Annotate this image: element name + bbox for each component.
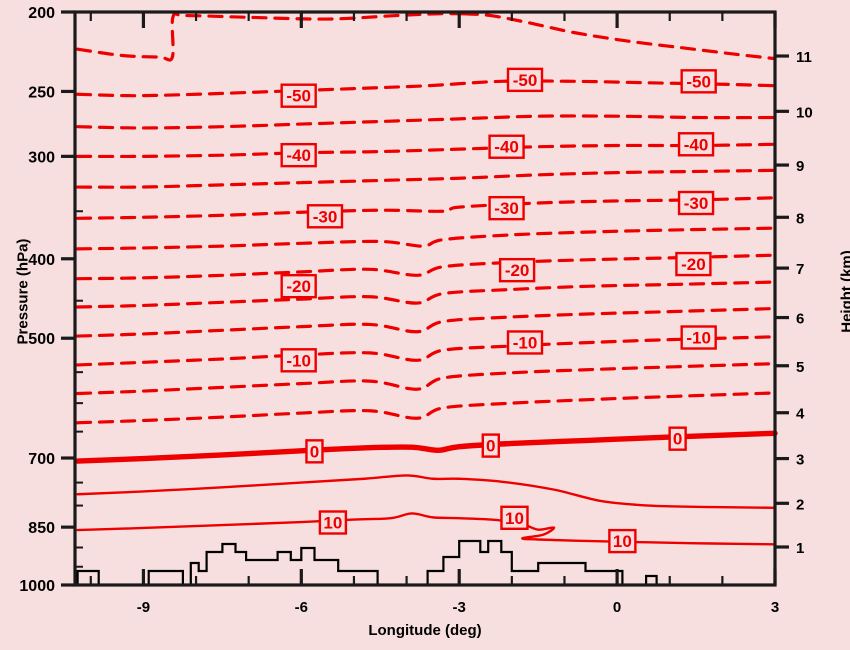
y-axis-title-height: Height (km) bbox=[838, 250, 850, 333]
contour-line--10 bbox=[76, 362, 777, 396]
contour-line--70 bbox=[76, 12, 472, 62]
y-tick-label-height-1: 1 bbox=[796, 540, 804, 557]
contour-label--50: -50 bbox=[280, 83, 317, 108]
contour-label-text: -10 bbox=[686, 329, 711, 348]
x-tick-label-3: 3 bbox=[771, 599, 779, 616]
y-tick-label-height-2: 2 bbox=[796, 496, 804, 513]
contour-line--50 bbox=[76, 142, 777, 159]
contour-labels-layer: -50 -50 -50 -40 -40 -40 -30 -30 -30 -20 -20 -20 -10 -… bbox=[280, 67, 717, 554]
contour-label--40: -40 bbox=[677, 132, 715, 157]
plot-frame bbox=[73, 10, 777, 587]
contour-label--50: -50 bbox=[680, 69, 717, 94]
terrain-profile bbox=[76, 539, 775, 587]
contour-label--10: -10 bbox=[280, 348, 317, 373]
x-tick-label--6: -6 bbox=[295, 599, 308, 616]
contour-label-text: 0 bbox=[673, 430, 682, 449]
contour-label-text: 0 bbox=[310, 442, 319, 461]
x-axis-title-longitude: Longitude (deg) bbox=[368, 622, 482, 639]
terrain-profile-layer bbox=[76, 539, 775, 587]
contour-line--30 bbox=[76, 253, 777, 281]
contour-label-text: -20 bbox=[681, 255, 706, 274]
contour-line-5 bbox=[76, 474, 777, 509]
contour-line--5 bbox=[76, 391, 777, 425]
y-tick-label-height-11: 11 bbox=[796, 49, 812, 66]
y-tick-label-300: 300 bbox=[28, 149, 55, 166]
y-tick-label-height-6: 6 bbox=[796, 311, 804, 328]
contour-label-text: 10 bbox=[323, 514, 342, 533]
contour-lines-layer bbox=[74, 12, 778, 546]
contour-label-0: 0 bbox=[668, 426, 687, 451]
contour-label-0: 0 bbox=[305, 439, 324, 464]
contour-label-10: 10 bbox=[500, 505, 529, 531]
contour-line--40 bbox=[76, 196, 777, 220]
contour-label-text: -40 bbox=[684, 135, 709, 154]
y-tick-label-250: 250 bbox=[28, 84, 55, 101]
contour-label--40: -40 bbox=[488, 134, 525, 159]
contour-line--65 bbox=[462, 12, 777, 61]
contour-label-text: 10 bbox=[505, 509, 524, 528]
contour-label-text: -40 bbox=[494, 138, 519, 157]
contour-label--20: -20 bbox=[498, 257, 536, 283]
contour-label--10: -10 bbox=[506, 330, 544, 355]
y-tick-label-500: 500 bbox=[28, 331, 55, 348]
contour-label-text: -10 bbox=[513, 333, 538, 352]
y-tick-label-height-7: 7 bbox=[796, 261, 804, 278]
y-tick-label-850: 850 bbox=[28, 520, 55, 537]
contour-label-10: 10 bbox=[318, 510, 348, 535]
contour-label--30: -30 bbox=[488, 195, 525, 221]
x-tick-label--3: -3 bbox=[453, 599, 466, 616]
contour-label-text: -10 bbox=[286, 351, 311, 370]
x-tick-label-0: 0 bbox=[613, 599, 621, 616]
contour-line--15 bbox=[76, 335, 777, 367]
contour-line--20 bbox=[76, 306, 777, 338]
contour-label-text: -50 bbox=[513, 71, 538, 90]
contour-label--50: -50 bbox=[506, 67, 544, 93]
contour-label--20: -20 bbox=[280, 273, 317, 299]
contour-label-text: -20 bbox=[286, 277, 311, 296]
y-tick-label-height-9: 9 bbox=[796, 158, 804, 175]
y-tick-label-height-4: 4 bbox=[796, 406, 805, 423]
contour-label--20: -20 bbox=[675, 251, 712, 277]
contour-label-text: -30 bbox=[494, 199, 519, 218]
contour-line--45 bbox=[76, 168, 777, 189]
contour-line--35 bbox=[76, 226, 777, 251]
y-axis-title-pressure: Pressure (hPa) bbox=[14, 238, 32, 345]
contour-label-0: 0 bbox=[481, 433, 500, 458]
y-tick-label-height-5: 5 bbox=[796, 359, 804, 376]
contour-label--30: -30 bbox=[306, 204, 344, 229]
y-tick-label-1000: 1000 bbox=[19, 578, 55, 595]
contour-line--55 bbox=[76, 114, 777, 130]
contour-label-text: -30 bbox=[684, 194, 709, 213]
contour-label--40: -40 bbox=[280, 142, 317, 168]
contour-label-text: -30 bbox=[313, 207, 338, 226]
contour-label--30: -30 bbox=[677, 190, 715, 216]
contour-label-10: 10 bbox=[608, 528, 637, 554]
y-tick-label-height-8: 8 bbox=[796, 210, 804, 227]
contour-label-text: -50 bbox=[286, 87, 311, 106]
contour-label-text: 0 bbox=[486, 437, 495, 456]
contour-label--10: -10 bbox=[680, 325, 717, 350]
y-tick-label-200: 200 bbox=[28, 5, 55, 22]
contour-label-text: -20 bbox=[505, 261, 530, 280]
axes-layer: -9 -6 -3 0 320025030040050070085010001234567… bbox=[19, 5, 812, 616]
y-tick-label-400: 400 bbox=[28, 252, 55, 269]
x-tick-label--9: -9 bbox=[137, 599, 150, 616]
contour-line--25 bbox=[76, 280, 777, 309]
contour-label-text: -50 bbox=[686, 72, 711, 91]
y-tick-label-height-3: 3 bbox=[796, 452, 804, 469]
contour-label-text: 10 bbox=[613, 532, 632, 551]
contour-line--60 bbox=[76, 79, 777, 98]
y-tick-label-height-10: 10 bbox=[796, 104, 813, 121]
y-tick-label-700: 700 bbox=[28, 451, 55, 468]
contour-label-text: -40 bbox=[286, 146, 311, 165]
contour-line-0 bbox=[74, 430, 778, 464]
